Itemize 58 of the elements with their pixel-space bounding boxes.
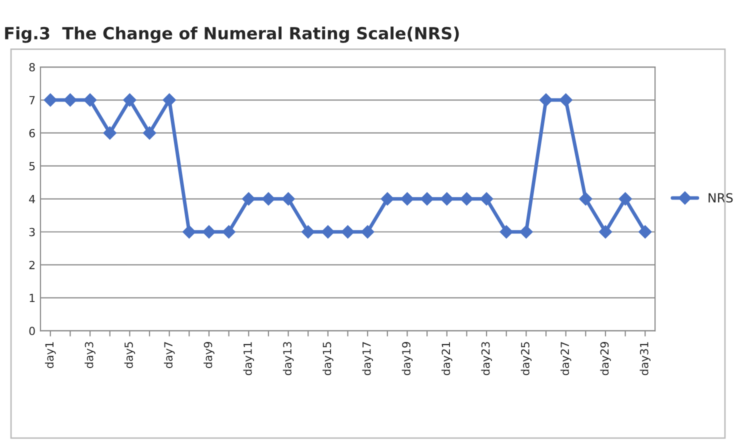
point (480, 192, 494, 206)
point (64, 93, 77, 107)
point (202, 225, 216, 238)
x-tick-label: day27 (560, 342, 572, 376)
x-tick-label: day19 (402, 342, 413, 376)
x-tick-label: day21 (442, 342, 452, 376)
point (142, 126, 156, 140)
x-tick-label: day7 (164, 342, 175, 368)
point (103, 126, 116, 140)
x-tick-label: day31 (640, 342, 651, 376)
y-tick-label: 0 (29, 326, 35, 336)
x-tick-label: day29 (600, 342, 611, 376)
point (182, 225, 196, 238)
point (598, 225, 612, 238)
x-tick-label: day5 (124, 342, 136, 368)
x-tick-label: day11 (243, 342, 254, 376)
y-tick-label: 1 (30, 294, 35, 302)
point (162, 93, 176, 107)
y-tick-label: 3 (29, 228, 35, 236)
y-tick-label: 2 (29, 260, 35, 270)
point (420, 192, 434, 206)
point (440, 192, 454, 206)
x-tick-label: day17 (362, 342, 373, 376)
y-tick-label: 8 (29, 63, 35, 72)
y-tick-label: 5 (29, 162, 35, 170)
point (559, 93, 572, 107)
x-tick-label: day1 (45, 342, 56, 368)
y-tick-label: 4 (29, 195, 35, 204)
point (638, 225, 652, 238)
point (123, 93, 136, 107)
point (520, 225, 533, 238)
chart-title: Fig.3 The Change of Numeral Rating Scale(NRS) (5, 26, 459, 43)
x-tick-label: day23 (481, 342, 492, 376)
point (282, 192, 295, 206)
point (302, 225, 315, 238)
y-tick-label: 6 (29, 128, 35, 138)
x-tick-label: day13 (282, 342, 294, 376)
x-tick-label: day15 (322, 342, 334, 376)
point (500, 225, 513, 238)
point (222, 225, 236, 238)
point (242, 192, 256, 206)
point (341, 225, 354, 238)
y-tick-label: 7 (29, 96, 35, 104)
point (321, 225, 335, 238)
x-tick-label: day25 (520, 342, 532, 376)
x-tick-label: day3 (84, 342, 96, 368)
point (400, 192, 414, 206)
point (380, 192, 394, 206)
point (44, 93, 57, 107)
point (83, 93, 97, 107)
point (618, 192, 632, 206)
point (579, 192, 592, 206)
point (360, 225, 374, 238)
x-tick-label: day9 (204, 342, 214, 368)
point (460, 192, 474, 206)
point (262, 192, 276, 206)
legend-label: NRS (708, 193, 733, 203)
point (539, 93, 553, 107)
